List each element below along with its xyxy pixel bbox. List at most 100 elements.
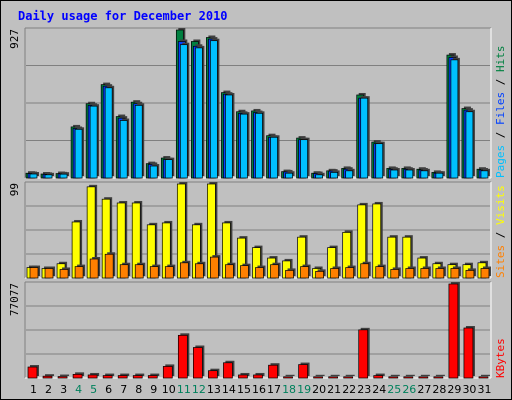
day-label: 29 xyxy=(447,383,461,396)
bar-sites xyxy=(285,270,294,279)
day-label: 28 xyxy=(432,383,446,396)
bar-pages xyxy=(465,111,474,179)
day-label: 9 xyxy=(150,383,157,396)
bar-kbytes-shadow xyxy=(420,374,430,376)
bar-kbytes xyxy=(238,374,248,379)
bar-kbytes-shadow xyxy=(375,373,385,376)
bar-pages xyxy=(285,172,293,179)
bar-pages xyxy=(225,94,233,179)
bar-kbytes-shadow xyxy=(120,373,130,376)
bar-sites xyxy=(480,268,490,279)
bar-pages xyxy=(480,170,489,179)
bar-sites xyxy=(44,268,54,279)
bar-kbytes-shadow xyxy=(105,373,115,376)
bar-pages xyxy=(74,128,83,179)
hits-legend-files: Files xyxy=(494,92,507,125)
bar-sites xyxy=(390,269,400,279)
bar-pages xyxy=(300,139,308,179)
bar-kbytes xyxy=(373,375,384,379)
bar-sites xyxy=(195,263,204,279)
bar-kbytes xyxy=(478,376,489,379)
bar-pages xyxy=(345,170,354,179)
bar-kbytes xyxy=(27,366,38,379)
bar-pages xyxy=(255,112,263,179)
bar-kbytes xyxy=(463,327,474,379)
bar-kbytes-shadow xyxy=(45,374,55,376)
day-label: 20 xyxy=(312,383,326,396)
kbytes-legend: KBytes xyxy=(494,338,507,378)
bar-sites xyxy=(270,264,279,279)
bar-sites xyxy=(104,253,114,279)
hits-legend: Pages / Files / Hits xyxy=(494,46,507,179)
bar-kbytes-shadow xyxy=(315,374,325,376)
kbytes-legend-kbytes: KBytes xyxy=(494,338,507,378)
day-label: 18 xyxy=(282,383,296,396)
day-label: 12 xyxy=(192,383,206,396)
day-label: 25 xyxy=(387,383,401,396)
hits-legend-hits: Hits xyxy=(494,46,507,73)
hits-scale-label: 927 xyxy=(8,29,21,49)
bar-kbytes xyxy=(208,370,218,379)
bar-sites xyxy=(29,267,39,279)
bar-pages xyxy=(179,44,188,179)
bar-kbytes xyxy=(162,366,173,379)
bar-kbytes xyxy=(42,375,53,379)
bar-sites xyxy=(164,266,174,279)
bar-kbytes xyxy=(328,376,338,379)
bar-sites xyxy=(360,263,370,279)
bar-kbytes xyxy=(433,376,444,379)
day-label: 24 xyxy=(372,383,386,396)
day-label: 27 xyxy=(417,383,431,396)
bar-pages xyxy=(270,136,278,179)
day-label: 6 xyxy=(105,383,112,396)
bar-kbytes xyxy=(448,283,459,379)
bar-pages xyxy=(119,120,128,179)
bar-pages xyxy=(29,173,38,179)
bar-sites xyxy=(225,264,234,279)
bar-kbytes xyxy=(358,329,369,379)
day-label: 17 xyxy=(267,383,281,396)
bar-pages xyxy=(240,113,248,179)
day-label: 2 xyxy=(45,383,52,396)
day-label: 1 xyxy=(30,383,37,396)
bar-sites xyxy=(315,271,324,279)
bar-sites xyxy=(240,265,249,279)
bar-kbytes xyxy=(298,364,308,379)
bar-kbytes xyxy=(57,376,68,379)
bar-sites xyxy=(450,268,460,279)
day-label: 23 xyxy=(357,383,371,396)
day-label: 8 xyxy=(135,383,142,396)
hits-legend-pages: Pages xyxy=(494,145,507,178)
day-label: 3 xyxy=(60,383,67,396)
day-label: 22 xyxy=(342,383,356,396)
bar-kbytes xyxy=(87,374,98,379)
bar-sites xyxy=(119,264,129,279)
bar-kbytes xyxy=(72,373,83,379)
bar-kbytes-shadow xyxy=(135,373,145,376)
bar-sites xyxy=(255,267,264,279)
bar-pages xyxy=(89,105,98,179)
bar-kbytes-shadow xyxy=(345,374,355,376)
bar-pages xyxy=(375,143,384,179)
bar-sites xyxy=(134,264,144,279)
bar-pages xyxy=(164,159,173,179)
bar-pages xyxy=(210,40,218,179)
bar-kbytes-shadow xyxy=(60,374,70,376)
bar-pages xyxy=(330,172,338,179)
bar-kbytes xyxy=(223,362,233,379)
day-label: 19 xyxy=(297,383,311,396)
bar-kbytes-shadow xyxy=(390,374,400,376)
bar-kbytes xyxy=(102,375,113,379)
chart-title: Daily usage for December 2010 xyxy=(18,9,228,23)
bar-sites xyxy=(330,268,339,279)
bar-kbytes xyxy=(253,374,263,379)
bar-kbytes-shadow xyxy=(150,373,160,376)
bar-kbytes xyxy=(283,376,293,379)
day-label: 13 xyxy=(207,383,221,396)
bar-sites xyxy=(405,268,415,279)
bar-kbytes-shadow xyxy=(285,374,295,376)
day-label: 16 xyxy=(252,383,266,396)
visits-scale-label: 99 xyxy=(8,183,21,196)
bar-sites xyxy=(210,256,219,279)
